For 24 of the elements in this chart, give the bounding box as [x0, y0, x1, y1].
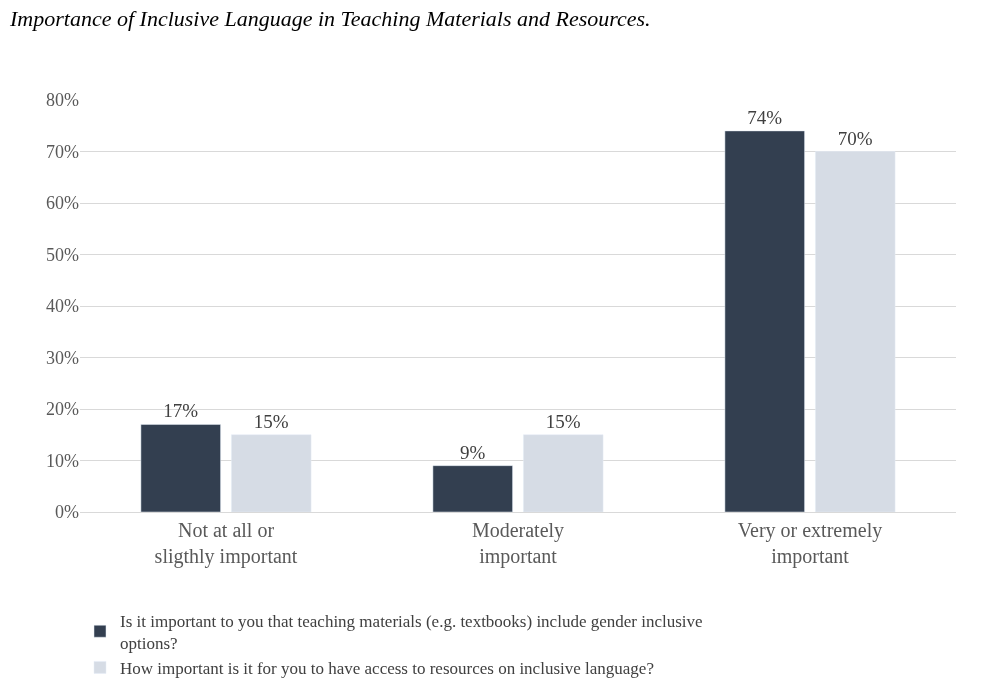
y-tick-label: 60%	[46, 193, 79, 214]
y-tick-label: 10%	[46, 450, 79, 471]
legend-label: How important is it for you to have access to resources on inclusive language?	[120, 659, 654, 679]
y-tick-label: 0%	[55, 502, 79, 523]
data-label: 15%	[545, 410, 581, 432]
legend-label: Is it important to you that teaching materials (e.g. textbooks) include gender inclusive options?	[120, 611, 703, 653]
y-tick-label: 40%	[46, 296, 79, 317]
data-label: 70%	[837, 127, 873, 149]
y-tick-label: 20%	[46, 399, 79, 420]
y-tick-label: 30%	[46, 347, 79, 368]
bar	[432, 465, 513, 512]
data-label: 74%	[747, 106, 783, 128]
y-tick-label: 80%	[46, 90, 79, 111]
data-label: 9%	[459, 441, 486, 463]
x-tick-label: Moderately important	[471, 519, 565, 568]
bar	[140, 424, 221, 512]
x-tick-label: Not at all or sligthly important	[154, 519, 298, 568]
bar	[724, 130, 805, 512]
data-label: 15%	[253, 410, 289, 432]
y-tick-label: 50%	[46, 244, 79, 265]
x-tick-label: Very or extremely important	[737, 519, 883, 568]
chart-title: Importance of Inclusive Language in Teaching Materials and Resources.	[9, 5, 651, 31]
y-tick-label: 70%	[46, 141, 79, 162]
data-label: 17%	[163, 400, 199, 422]
